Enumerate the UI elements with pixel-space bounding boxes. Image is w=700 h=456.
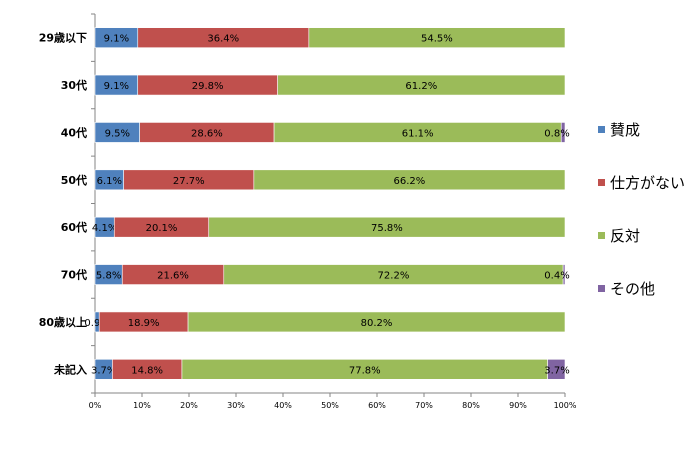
category-label: 60代 [61, 220, 87, 234]
legend-label: 仕方がない [610, 174, 685, 192]
data-label: 20.1% [146, 223, 178, 234]
x-tick-label: 90% [509, 401, 527, 410]
data-label: 0.4% [544, 271, 569, 282]
bar-segment [560, 122, 566, 143]
data-label: 14.8% [131, 365, 163, 376]
bar-segment [277, 74, 566, 96]
x-tick-label: 10% [133, 401, 151, 410]
x-tick-label: 40% [274, 401, 292, 410]
data-label: 6.1% [97, 176, 122, 187]
bar-segment [547, 359, 566, 380]
category-label: 未記入 [53, 362, 87, 376]
x-tick-label: 60% [368, 401, 386, 410]
data-label: 18.9% [128, 318, 160, 329]
x-tick-label: 70% [415, 401, 433, 410]
legend-label: 反対 [610, 227, 640, 245]
legend-label: その他 [610, 280, 655, 298]
bar-segment [208, 216, 566, 238]
legend-swatch [598, 179, 605, 186]
x-tick-label: 30% [227, 401, 245, 410]
x-tick-label: 0% [89, 401, 102, 410]
data-label: 54.5% [421, 34, 453, 45]
x-tick-label: 100% [554, 401, 577, 410]
data-label: 27.7% [173, 176, 205, 187]
data-label: 80.2% [361, 318, 393, 329]
bar-segment [253, 169, 566, 191]
data-label: 9.5% [105, 128, 130, 139]
data-label: 21.6% [157, 271, 189, 282]
data-label: 36.4% [207, 34, 239, 45]
data-label: 61.1% [402, 128, 434, 139]
data-label: 3.7% [544, 365, 569, 376]
legend-swatch [598, 126, 605, 133]
data-label: 75.8% [371, 223, 403, 234]
legend-swatch [598, 232, 605, 239]
data-label: 0.9% [84, 318, 109, 329]
bar-segment [308, 27, 566, 48]
data-label: 61.2% [405, 81, 437, 92]
legend-label: 賛成 [610, 121, 640, 139]
data-label: 66.2% [394, 176, 426, 187]
category-label: 50代 [61, 173, 87, 187]
data-label: 77.8% [349, 365, 381, 376]
bar-segment [562, 264, 566, 285]
category-label: 70代 [61, 268, 87, 282]
data-label: 4.1% [92, 223, 117, 234]
data-label: 3.7% [91, 365, 116, 376]
plot-area: 0% 10% 20% 30% 40% 50% 60% 70% 80% 90% 100% 29歳以下 9.… [39, 13, 577, 410]
x-tick-label: 80% [462, 401, 480, 410]
category-label: 80歳以上 [39, 315, 87, 329]
data-label: 0.8% [544, 128, 569, 139]
data-label: 29.8% [192, 81, 224, 92]
category-label: 30代 [61, 78, 87, 92]
data-label: 28.6% [191, 128, 223, 139]
data-label: 9.1% [104, 34, 129, 45]
x-tick-label: 50% [321, 401, 339, 410]
category-label: 29歳以下 [39, 31, 87, 45]
data-label: 5.8% [96, 271, 121, 282]
data-label: 72.2% [378, 271, 410, 282]
x-tick-label: 20% [180, 401, 198, 410]
category-label: 40代 [61, 125, 87, 139]
data-label: 9.1% [104, 81, 129, 92]
legend-swatch [598, 285, 605, 292]
bar-segment [187, 311, 566, 333]
